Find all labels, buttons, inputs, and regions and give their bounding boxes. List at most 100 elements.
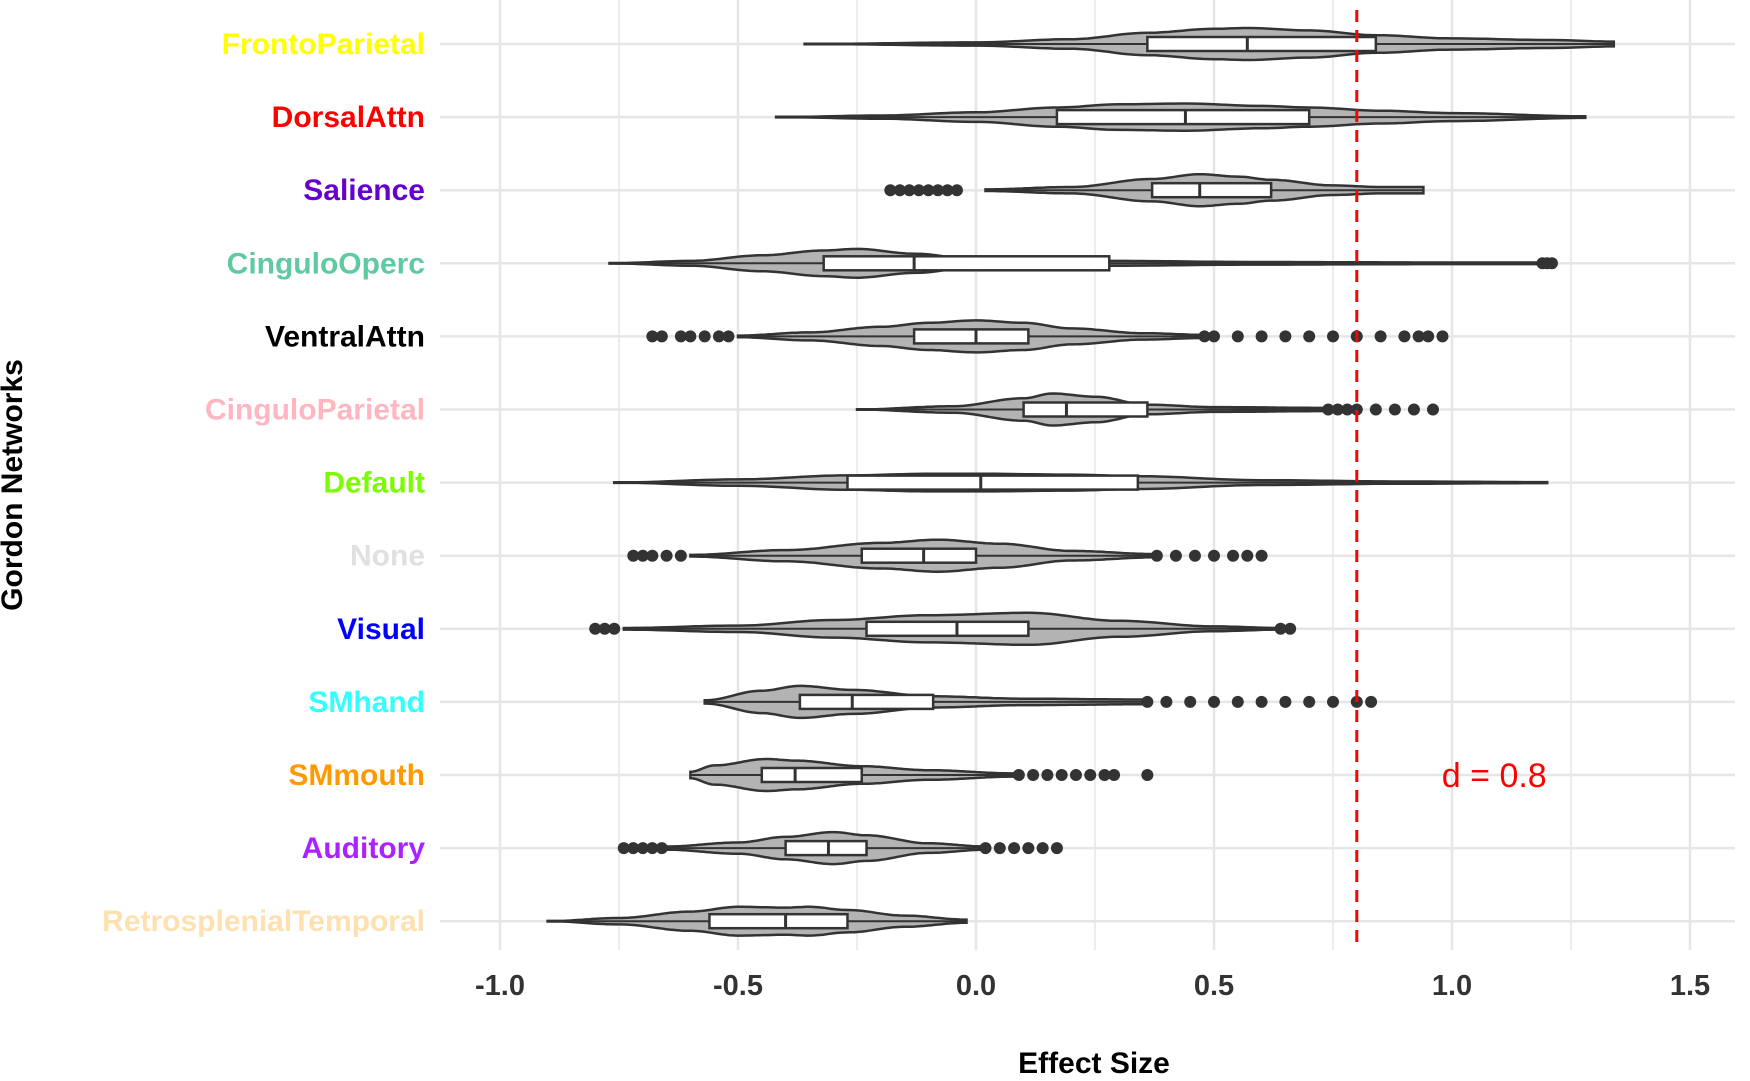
violin-VentralAttn xyxy=(646,319,1449,354)
outlier-point xyxy=(1141,769,1154,781)
violin-RetrosplenialTemporal xyxy=(546,905,968,937)
outlier-point xyxy=(698,330,711,343)
violin-SMmouth xyxy=(689,757,1154,793)
outlier-point xyxy=(1108,769,1121,781)
outlier-point xyxy=(1327,695,1339,708)
outlier-point xyxy=(608,622,621,635)
outlier-point xyxy=(1008,842,1021,855)
outlier-point xyxy=(922,184,935,197)
category-label-CinguloOperc: CinguloOperc xyxy=(227,247,425,280)
outlier-point xyxy=(1027,769,1040,781)
category-label-Auditory: Auditory xyxy=(302,832,426,865)
outlier-point xyxy=(1350,403,1363,416)
outlier-point xyxy=(993,842,1006,855)
outlier-point xyxy=(1255,549,1268,562)
outlier-point xyxy=(1327,330,1339,343)
outlier-point xyxy=(1255,330,1268,343)
outlier-point xyxy=(1041,769,1054,781)
x-tick-label: 1.0 xyxy=(1432,970,1472,1002)
category-label-CinguloParietal: CinguloParietal xyxy=(205,394,425,427)
x-tick-label: -1.0 xyxy=(475,970,525,1002)
outlier-point xyxy=(655,842,668,855)
category-label-None: None xyxy=(350,540,425,573)
category-label-SMhand: SMhand xyxy=(308,686,425,719)
iqr-box xyxy=(1146,35,1378,53)
category-label-Default: Default xyxy=(323,467,425,500)
outlier-point xyxy=(1231,330,1244,343)
category-label-DorsalAttn: DorsalAttn xyxy=(272,101,425,134)
iqr-box xyxy=(846,474,1140,491)
iqr-box xyxy=(860,547,978,564)
iqr-box xyxy=(1055,108,1311,126)
outlier-point xyxy=(712,330,725,343)
outlier-point xyxy=(1084,769,1097,781)
outlier-point xyxy=(646,842,659,855)
outlier-point xyxy=(1141,695,1154,708)
violins xyxy=(546,26,1616,937)
outlier-point xyxy=(684,330,697,343)
reference-line-group: d = 0.8 xyxy=(1355,10,1547,950)
outlier-point xyxy=(941,184,954,197)
outlier-point xyxy=(636,842,649,855)
category-label-VentralAttn: VentralAttn xyxy=(265,320,425,353)
violin-Auditory xyxy=(617,830,1063,866)
x-tick-label: 0.5 xyxy=(1194,970,1234,1002)
outlier-point xyxy=(1055,769,1068,781)
outlier-point xyxy=(1331,403,1344,416)
category-label-Salience: Salience xyxy=(303,174,425,207)
outlier-point xyxy=(1398,330,1411,343)
outlier-point xyxy=(1231,695,1244,708)
violin-CinguloOperc xyxy=(608,247,1558,279)
outlier-point xyxy=(1050,842,1063,855)
outlier-point xyxy=(598,622,611,635)
violin-Salience xyxy=(884,172,1425,208)
outlier-point xyxy=(646,330,659,343)
x-tick-labels: -1.0 -0.5 0.0 0.5 1.0 1.5 xyxy=(475,970,1710,1002)
outlier-point xyxy=(722,330,735,343)
outlier-point xyxy=(1284,622,1297,635)
y-category-labels: FrontoParietal DorsalAttn Salience CinguloO… xyxy=(102,28,425,938)
outlier-point xyxy=(655,330,668,343)
outlier-point xyxy=(893,184,906,197)
outlier-point xyxy=(674,330,687,343)
outlier-point xyxy=(1208,549,1220,562)
iqr-box xyxy=(760,766,864,784)
category-label-Visual: Visual xyxy=(337,613,425,646)
violin-Default xyxy=(612,472,1549,493)
outlier-point xyxy=(1545,257,1558,270)
outlier-point xyxy=(1188,549,1201,562)
outlier-point xyxy=(950,184,963,197)
outlier-point xyxy=(1022,842,1035,855)
outlier-point xyxy=(1255,695,1268,708)
outlier-point xyxy=(1303,695,1316,708)
iqr-box xyxy=(865,620,1030,638)
iqr-box xyxy=(822,255,1111,272)
outlier-point xyxy=(1374,330,1387,343)
outlier-point xyxy=(1365,695,1378,708)
outlier-point xyxy=(1169,549,1182,562)
outlier-point xyxy=(1422,330,1435,343)
violin-None xyxy=(627,538,1268,573)
outlier-point xyxy=(1303,330,1316,343)
outlier-point xyxy=(1388,403,1401,416)
x-tick-label: 1.5 xyxy=(1670,970,1710,1002)
x-tick-label: 0.0 xyxy=(956,970,996,1002)
outlier-point xyxy=(627,549,640,562)
outlier-point xyxy=(1184,695,1197,708)
outlier-point xyxy=(1341,403,1354,416)
violin-DorsalAttn xyxy=(774,102,1587,132)
iqr-box xyxy=(1150,181,1273,199)
outlier-point xyxy=(1426,403,1439,416)
outlier-point xyxy=(1279,695,1292,708)
x-axis-title: Effect Size xyxy=(1018,1047,1170,1080)
outlier-point xyxy=(1069,769,1082,781)
outlier-point xyxy=(636,549,649,562)
iqr-box xyxy=(708,912,849,930)
outlier-point xyxy=(646,549,659,562)
iqr-box xyxy=(912,328,1030,345)
outlier-point xyxy=(1208,330,1220,343)
category-label-RetrosplenialTemporal: RetrosplenialTemporal xyxy=(102,905,425,938)
outlier-point xyxy=(1412,330,1425,343)
outlier-point xyxy=(627,842,640,855)
